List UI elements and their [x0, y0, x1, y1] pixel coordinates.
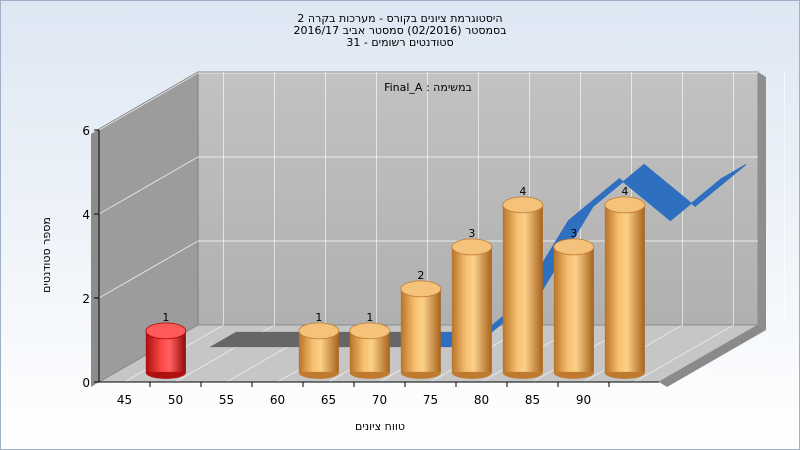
x-axis-title: טווח ציונים: [355, 420, 405, 433]
x-tick-label: 55: [219, 393, 234, 407]
bar-67.5: 1: [349, 311, 391, 379]
bar-82.5: 4: [502, 185, 544, 379]
bar-body: [604, 204, 645, 373]
bars: 1 1 1 2 3 4 3 4: [145, 185, 646, 379]
task-label: במשימה : Final_A: [384, 81, 472, 94]
bar-top: [604, 196, 646, 214]
x-tick-label: 75: [423, 393, 438, 407]
data-label: 4: [621, 185, 628, 198]
chart-title-line-2: בסמסטר (02/2016) סמסטר אביב 2016/17: [293, 24, 506, 37]
bar-top: [400, 280, 442, 298]
bar-bottom: [553, 371, 594, 379]
data-label: 1: [162, 311, 169, 324]
data-label: 3: [570, 227, 577, 240]
bar-top: [298, 322, 340, 340]
x-tick-label: 50: [168, 393, 183, 407]
x-tick-label: 80: [474, 393, 489, 407]
gridline: [98, 72, 758, 131]
left-wall-edge: [91, 129, 99, 387]
data-label: 1: [315, 311, 322, 324]
bar-body: [502, 204, 543, 373]
floor-gridline: [685, 324, 785, 383]
bar-top: [349, 322, 391, 340]
bar-bottom: [604, 371, 645, 379]
bar-body: [553, 246, 594, 373]
y-tick-label: 6: [82, 124, 90, 138]
y-axis-title: מספר סטודנטים: [40, 217, 53, 293]
x-tick-label: 65: [321, 393, 336, 407]
bar-bottom: [145, 371, 186, 379]
x-tick-label: 60: [270, 393, 285, 407]
data-label: 3: [468, 227, 475, 240]
bar-bottom: [349, 371, 390, 379]
bar-top: [451, 238, 493, 256]
bar-body: [451, 246, 492, 373]
bar-top: [553, 238, 595, 256]
bar-72.5: 2: [400, 269, 442, 379]
y-tick-label: 0: [82, 376, 90, 390]
bar-bottom: [451, 371, 492, 379]
floor-gridline: [634, 324, 734, 383]
bar-body: [400, 288, 441, 373]
bar-top: [145, 322, 187, 340]
x-tick-label: 85: [525, 393, 540, 407]
y-tick-label: 2: [82, 292, 90, 306]
x-tick-label: 90: [576, 393, 591, 407]
gridline: [98, 156, 758, 215]
data-label: 4: [519, 185, 526, 198]
bar-bottom: [298, 371, 339, 379]
right-wall-edge: [758, 72, 766, 330]
bar-top: [502, 196, 544, 214]
bar-62.5: 1: [298, 311, 340, 379]
bar-77.5: 3: [451, 227, 493, 379]
bar-87.5: 3: [553, 227, 595, 379]
chart-title-line-3: סטודנטים רשומים - 31: [346, 36, 453, 49]
bar-bottom: [502, 371, 543, 379]
data-label: 1: [366, 311, 373, 324]
x-tick-label: 45: [117, 393, 132, 407]
axes: 0 2 4 6 45 50 55 60 65 70 75 80 85 90: [82, 124, 659, 407]
bar-bottom: [400, 371, 441, 379]
data-label: 2: [417, 269, 424, 282]
chart-title-line-1: היסטוגרמת ציונים בקורס - מערכות בקרה 2: [297, 12, 502, 25]
y-tick-label: 4: [82, 208, 90, 222]
x-tick-label: 70: [372, 393, 387, 407]
bar-47.5: 1: [145, 311, 187, 379]
floor-edge: [659, 325, 766, 387]
bar-92.5: 4: [604, 185, 646, 379]
